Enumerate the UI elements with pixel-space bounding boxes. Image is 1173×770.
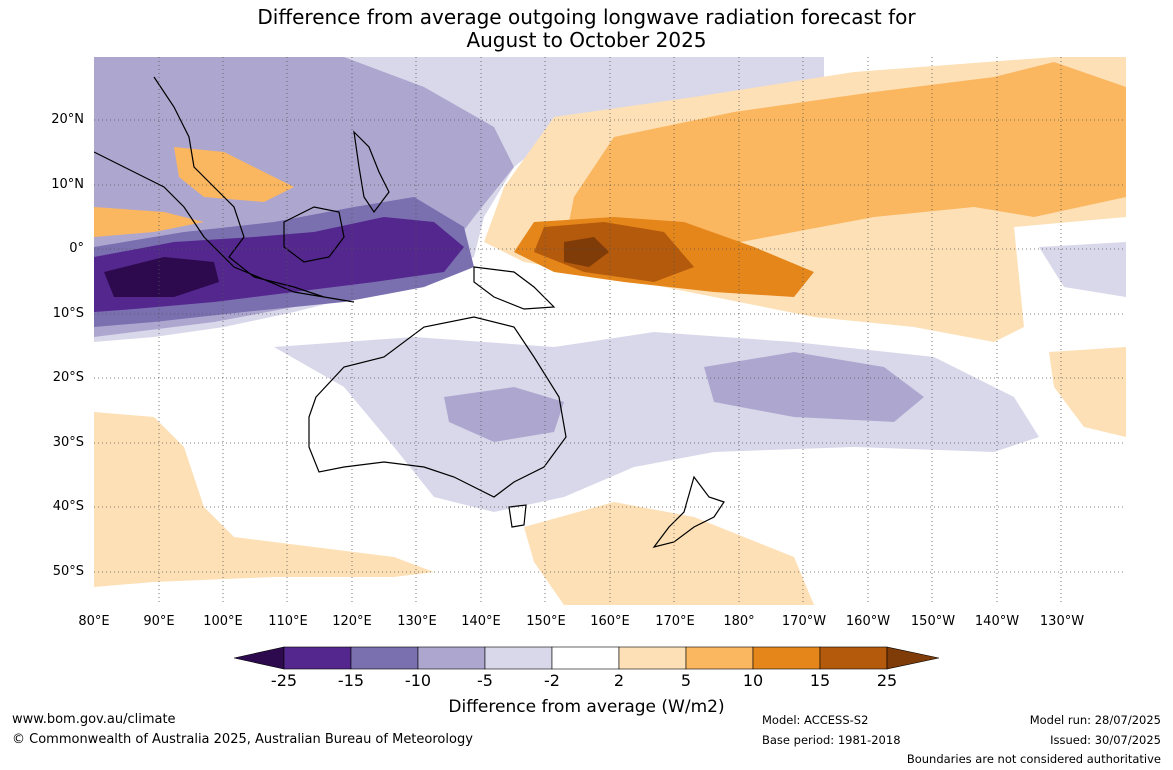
model-text: Model: ACCESS-S2	[762, 713, 869, 727]
colorbar-swatch-25-15	[283, 646, 352, 670]
disclaimer-text: Boundaries are not considered authoritat…	[906, 752, 1161, 766]
lon-label-170w: 170°W	[781, 614, 827, 629]
anomaly-region-light-orange-tasman	[524, 502, 814, 605]
new-zealand-coastline	[652, 475, 725, 548]
lat-label-20n: 20°N	[51, 112, 84, 127]
anomaly-region-lavender-south-pacific	[704, 352, 924, 422]
colorbar-title: Difference from average (W/m2)	[448, 697, 725, 717]
colorbar-tick-minus25: -25	[270, 671, 298, 690]
lon-label-180: 180°	[723, 614, 755, 629]
philippines-coastline	[353, 130, 390, 214]
lon-label-90e: 90°E	[143, 614, 175, 629]
lon-label-160e: 160°E	[590, 614, 630, 629]
anomaly-region-light-orange-indian-ocean	[94, 207, 204, 237]
colorbar-tick-2: 2	[613, 671, 625, 690]
lon-label-80e: 80°E	[78, 614, 110, 629]
anomaly-region-light-orange-east	[1049, 347, 1126, 437]
anomaly-region-light-orange-southwest	[94, 412, 434, 587]
anomaly-region-orange-north-pacific	[564, 62, 1126, 267]
colorbar-swatch-2-2	[551, 646, 620, 670]
australia-coastline	[308, 316, 567, 498]
anomaly-region-lavender-coral-sea	[444, 387, 564, 442]
anomaly-region-darkest-brown	[564, 237, 609, 267]
colorbar-swatch-15-25	[819, 646, 888, 670]
website-link[interactable]: www.bom.gov.au/climate	[12, 712, 176, 727]
colorbar-swatch-15-10	[350, 646, 419, 670]
colorbar-tick-15: 15	[809, 671, 831, 690]
colorbar-tick-minus10: -10	[404, 671, 432, 690]
lat-label-50s: 50°S	[52, 564, 84, 579]
colorbar-tick-5: 5	[680, 671, 692, 690]
map-title-line1: Difference from average outgoing longwav…	[257, 5, 916, 29]
lon-label-150w: 150°W	[910, 614, 956, 629]
lon-label-150e: 150°E	[526, 614, 566, 629]
colorbar-swatch-5-2	[484, 646, 553, 670]
colorbar-swatch-2-5	[618, 646, 687, 670]
colorbar-tick-minus15: -15	[337, 671, 365, 690]
colorbar-swatch-10-15	[752, 646, 821, 670]
longitude-gridlines	[158, 57, 1062, 605]
model-run-text: Model run: 28/07/2025	[1029, 713, 1161, 727]
colorbar-tick-10: 10	[742, 671, 764, 690]
lon-label-160w: 160°W	[845, 614, 891, 629]
lon-label-130w: 130°W	[1039, 614, 1085, 629]
colorbar-tick-minus2: -2	[544, 671, 560, 690]
lat-label-equator: 0°	[69, 241, 84, 256]
colorbar-tick-minus5: -5	[477, 671, 493, 690]
lon-label-140w: 140°W	[974, 614, 1020, 629]
anomaly-region-light-lavender-south	[274, 332, 1039, 512]
tasmania-coastline	[508, 504, 527, 528]
lon-label-110e: 110°E	[268, 614, 308, 629]
anomaly-region-brown-equatorial	[534, 222, 694, 282]
southeast-asia-coastline	[94, 76, 355, 303]
anomaly-region-darkest-purple	[104, 257, 219, 297]
lat-label-10s: 10°S	[52, 306, 84, 321]
colorbar-swatch-above-25	[886, 646, 939, 670]
lon-label-120e: 120°E	[332, 614, 372, 629]
lat-label-30s: 30°S	[52, 435, 84, 450]
olr-anomaly-map	[94, 57, 1126, 605]
lat-label-20s: 20°S	[52, 370, 84, 385]
lon-label-140e: 140°E	[461, 614, 501, 629]
colorbar-swatch-5-10	[685, 646, 754, 670]
new-guinea-coastline	[473, 266, 556, 310]
lon-label-100e: 100°E	[203, 614, 243, 629]
map-title-line2: August to October 2025	[466, 28, 707, 52]
issued-text: Issued: 30/07/2025	[1050, 733, 1161, 747]
colorbar-tick-25: 25	[876, 671, 898, 690]
anomaly-region-light-orange-bay-of-bengal	[174, 147, 294, 202]
lat-label-10n: 10°N	[51, 177, 84, 192]
lat-label-40s: 40°S	[52, 499, 84, 514]
colorbar-swatch-below-25	[234, 646, 285, 670]
colorbar-swatch-10-5	[417, 646, 486, 670]
anomaly-region-light-lavender-east	[1039, 242, 1126, 297]
colorbar	[234, 646, 939, 670]
lon-label-170e: 170°E	[655, 614, 695, 629]
copyright-text: © Commonwealth of Australia 2025, Austra…	[12, 732, 473, 747]
base-period-text: Base period: 1981-2018	[762, 733, 901, 747]
lon-label-130e: 130°E	[397, 614, 437, 629]
